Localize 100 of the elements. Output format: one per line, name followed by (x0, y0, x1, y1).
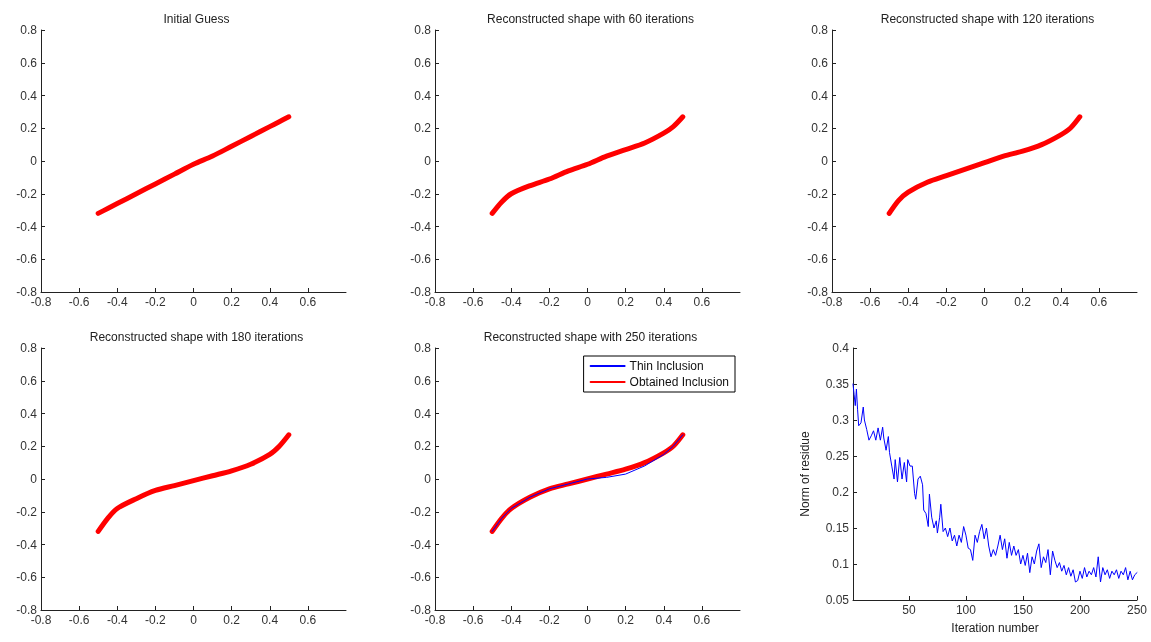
chart-title: Reconstructed shape with 250 iterations (483, 330, 698, 344)
x-tick-label: -0.4 (897, 295, 919, 309)
y-tick-label: -0.6 (410, 570, 432, 585)
y-tick-label: -0.8 (16, 285, 38, 299)
x-tick-label: -0.2 (539, 613, 561, 627)
x-tick-label: -0.2 (145, 613, 167, 627)
y-tick-label: -0.2 (16, 504, 38, 519)
y-tick-label: -0.4 (410, 537, 432, 552)
y-tick-label: 0.05 (825, 593, 850, 607)
x-tick-label: -0.6 (462, 613, 484, 627)
x-tick-label: 0 (190, 295, 198, 309)
x-tick-label: 250 (1126, 603, 1148, 617)
y-tick-label: -0.6 (410, 252, 432, 267)
x-tick-label: 0 (584, 613, 592, 627)
y-tick-label: -0.8 (410, 285, 432, 299)
x-tick-label: 0.2 (1014, 295, 1032, 309)
x-tick-label: -0.6 (462, 295, 484, 309)
y-tick-label: 0.1 (832, 557, 850, 571)
x-tick-label: -0.2 (145, 295, 167, 309)
x-tick-label: 0.4 (655, 613, 673, 627)
x-tick-label: 0.2 (617, 295, 635, 309)
y-tick-label: -0.4 (410, 219, 432, 234)
y-tick-label: -0.6 (807, 252, 829, 267)
x-tick-label: 0 (584, 295, 592, 309)
x-tick-label: 0 (981, 295, 989, 309)
x-tick-label: 150 (1012, 603, 1034, 617)
x-tick-label: 200 (1069, 603, 1091, 617)
y-tick-label: 0.8 (414, 341, 432, 355)
chart-title: Reconstructed shape with 180 iterations (89, 330, 304, 344)
x-tick-label: 0.6 (1090, 295, 1108, 309)
x-tick-label: -0.2 (936, 295, 958, 309)
x-tick-label: 0.4 (1052, 295, 1070, 309)
y-tick-label: 0.2 (811, 121, 829, 136)
y-tick-label: 0.6 (20, 373, 38, 388)
y-tick-label: -0.2 (16, 186, 38, 201)
x-tick-label: 0.4 (261, 295, 279, 309)
x-tick-label: -0.4 (106, 295, 128, 309)
y-tick-label: 0.8 (20, 341, 38, 355)
y-tick-label: 0 (30, 472, 38, 486)
y-tick-label: 0.2 (20, 121, 38, 136)
x-tick-label: 0.2 (223, 295, 241, 309)
x-tick-label: 0.6 (693, 295, 711, 309)
y-tick-label: -0.6 (16, 570, 38, 585)
y-tick-label: 0.25 (825, 449, 850, 463)
x-tick-label: 0.2 (617, 613, 635, 627)
y-tick-label: -0.2 (410, 186, 432, 201)
x-tick-label: -0.6 (68, 295, 90, 309)
chart-title: Reconstructed shape with 60 iterations (487, 12, 694, 26)
x-tick-label: -0.4 (500, 613, 522, 627)
y-tick-label: -0.8 (807, 285, 829, 299)
x-tick-label: 100 (955, 603, 977, 617)
y-tick-label: 0.2 (414, 439, 432, 454)
y-tick-label: -0.4 (16, 219, 38, 234)
x-tick-label: -0.6 (859, 295, 881, 309)
y-tick-label: 0.6 (20, 55, 38, 70)
x-tick-label: 0.2 (223, 613, 241, 627)
legend-label: Obtained Inclusion (629, 375, 730, 389)
y-tick-label: 0 (424, 154, 432, 168)
x-tick-label: -0.4 (106, 613, 128, 627)
x-tick-label: -0.2 (539, 295, 561, 309)
y-axis-title: Norm of residue (798, 431, 812, 517)
y-tick-label: 0.2 (20, 439, 38, 454)
x-tick-label: 0 (190, 613, 198, 627)
chart-title: Reconstructed shape with 120 iterations (880, 12, 1095, 26)
y-tick-label: 0.35 (825, 377, 850, 391)
y-tick-label: 0.4 (20, 88, 38, 103)
x-tick-label: -0.4 (500, 295, 522, 309)
y-tick-label: 0.15 (825, 521, 850, 535)
y-tick-label: -0.6 (16, 252, 38, 267)
y-tick-label: -0.4 (807, 219, 829, 234)
y-tick-label: 0.2 (832, 485, 850, 499)
y-tick-label: 0.4 (414, 406, 432, 421)
x-tick-label: 0.6 (299, 295, 317, 309)
y-tick-label: 0.8 (811, 23, 829, 37)
x-tick-label: 0.6 (693, 613, 711, 627)
y-tick-label: 0.4 (811, 88, 829, 103)
y-tick-label: -0.2 (410, 504, 432, 519)
y-tick-label: 0.4 (20, 406, 38, 421)
x-tick-label: 0.4 (655, 295, 673, 309)
y-tick-label: 0 (30, 154, 38, 168)
x-tick-label: 50 (902, 603, 916, 617)
y-tick-label: 0.4 (832, 341, 850, 355)
y-tick-label: -0.2 (807, 186, 829, 201)
x-tick-label: 0.4 (261, 613, 279, 627)
y-tick-label: 0.8 (414, 23, 432, 37)
y-tick-label: 0.6 (414, 55, 432, 70)
y-tick-label: 0.6 (414, 373, 432, 388)
chart-title: Initial Guess (163, 12, 230, 26)
y-tick-label: -0.4 (16, 537, 38, 552)
y-tick-label: 0.2 (414, 121, 432, 136)
y-tick-label: 0 (821, 154, 829, 168)
y-tick-label: 0.3 (832, 413, 850, 427)
x-tick-label: 0.6 (299, 613, 317, 627)
x-tick-label: -0.6 (68, 613, 90, 627)
y-tick-label: 0.8 (20, 23, 38, 37)
legend-label: Thin Inclusion (629, 359, 704, 373)
x-axis-title: Iteration number (951, 621, 1039, 635)
y-tick-label: 0.4 (414, 88, 432, 103)
y-tick-label: 0 (424, 472, 432, 486)
y-tick-label: 0.6 (811, 55, 829, 70)
